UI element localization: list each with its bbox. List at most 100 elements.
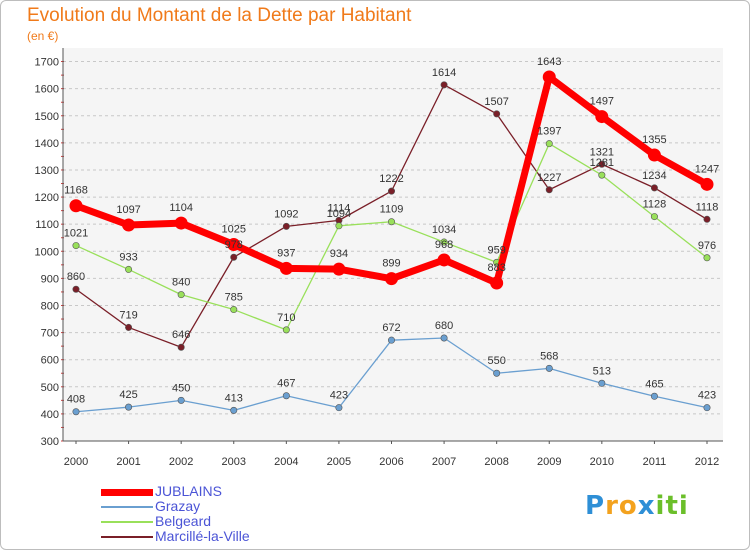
data-point	[595, 110, 609, 124]
data-label: 1397	[537, 126, 561, 138]
data-point	[650, 213, 658, 221]
data-label: 968	[435, 239, 453, 251]
data-point	[227, 238, 241, 251]
data-label: 1643	[537, 56, 561, 68]
legend-swatch	[101, 506, 153, 508]
logo-letter: o	[618, 491, 638, 521]
y-tick-label: 1100	[35, 219, 59, 231]
data-label: 1497	[590, 96, 614, 108]
data-label: 467	[277, 378, 295, 390]
data-point	[493, 369, 501, 377]
data-point	[545, 364, 553, 372]
data-label: 860	[67, 271, 85, 283]
data-label: 959	[487, 244, 505, 256]
y-tick-label: 500	[41, 382, 59, 394]
data-point	[490, 276, 504, 290]
data-label: 710	[277, 312, 295, 324]
data-label: 1222	[379, 173, 403, 185]
data-point	[703, 254, 711, 262]
data-point	[545, 140, 553, 148]
data-label: 1227	[537, 172, 561, 184]
data-point	[650, 184, 658, 192]
data-label: 513	[593, 365, 611, 377]
data-label: 1321	[590, 146, 614, 158]
data-point	[125, 323, 133, 331]
plot-area	[63, 48, 723, 441]
data-label: 1234	[642, 170, 666, 182]
data-point	[282, 326, 290, 334]
data-label: 423	[330, 390, 348, 402]
data-point	[282, 392, 290, 400]
data-point	[230, 306, 238, 314]
data-point	[437, 253, 451, 267]
data-point	[440, 334, 448, 342]
y-tick-label: 1700	[35, 57, 59, 69]
data-point	[440, 81, 448, 89]
data-point	[650, 392, 658, 400]
data-point	[72, 285, 80, 293]
x-tick-label: 2011	[643, 456, 667, 468]
data-point	[125, 403, 133, 411]
data-label: 1507	[484, 96, 508, 108]
data-point	[598, 171, 606, 179]
data-label: 465	[645, 378, 663, 390]
data-label: 680	[435, 320, 453, 332]
y-tick-label: 300	[41, 436, 59, 448]
logo-letter: i	[655, 491, 666, 521]
data-point	[542, 70, 556, 84]
legend-label: Marcillé-la-Ville	[155, 528, 250, 544]
data-label: 550	[487, 355, 505, 367]
data-label: 976	[698, 240, 716, 252]
data-label: 1128	[643, 199, 667, 211]
data-point	[282, 222, 290, 230]
y-tick-label: 900	[41, 273, 59, 285]
data-point	[72, 242, 80, 250]
data-point	[335, 404, 343, 412]
x-tick-label: 2010	[590, 456, 614, 468]
x-tick-label: 2002	[169, 456, 193, 468]
data-label: 1021	[64, 228, 88, 240]
data-label: 883	[487, 262, 505, 274]
y-tick-label: 1500	[35, 111, 59, 123]
proxiti-logo: Proxiti	[585, 491, 689, 521]
data-label: 1025	[222, 224, 246, 236]
data-label: 1094	[327, 208, 351, 220]
data-point	[387, 218, 395, 226]
y-tick-label: 400	[41, 409, 59, 421]
data-label: 1109	[380, 204, 404, 216]
data-point	[279, 261, 293, 275]
legend-swatch	[101, 521, 153, 523]
data-label: 568	[540, 350, 558, 362]
data-point	[385, 272, 398, 286]
data-label: 899	[382, 258, 400, 270]
data-label: 1355	[642, 134, 666, 146]
data-label: 1118	[696, 201, 719, 213]
data-label: 413	[225, 392, 243, 404]
data-point	[545, 186, 553, 194]
y-tick-label: 700	[41, 328, 59, 340]
data-point	[647, 148, 661, 162]
data-point	[440, 238, 448, 246]
data-label: 719	[119, 309, 137, 321]
data-label: 450	[172, 382, 190, 394]
chart-title: Evolution du Montant de la Dette par Hab…	[27, 5, 412, 26]
data-label: 1114	[327, 202, 350, 214]
data-label: 1092	[274, 208, 298, 220]
data-point	[598, 379, 606, 387]
x-tick-label: 2000	[64, 456, 88, 468]
y-tick-label: 1300	[35, 165, 59, 177]
logo-letter: x	[637, 491, 656, 521]
data-point	[332, 262, 346, 276]
x-tick-label: 2003	[222, 456, 246, 468]
x-tick-label: 2012	[695, 456, 719, 468]
legend-swatch	[101, 536, 153, 538]
data-point	[174, 216, 188, 230]
legend-swatch	[101, 488, 153, 496]
data-label: 408	[67, 394, 85, 406]
data-label: 937	[277, 247, 295, 259]
data-point	[72, 408, 80, 416]
data-point	[598, 160, 606, 168]
data-point	[177, 291, 185, 299]
